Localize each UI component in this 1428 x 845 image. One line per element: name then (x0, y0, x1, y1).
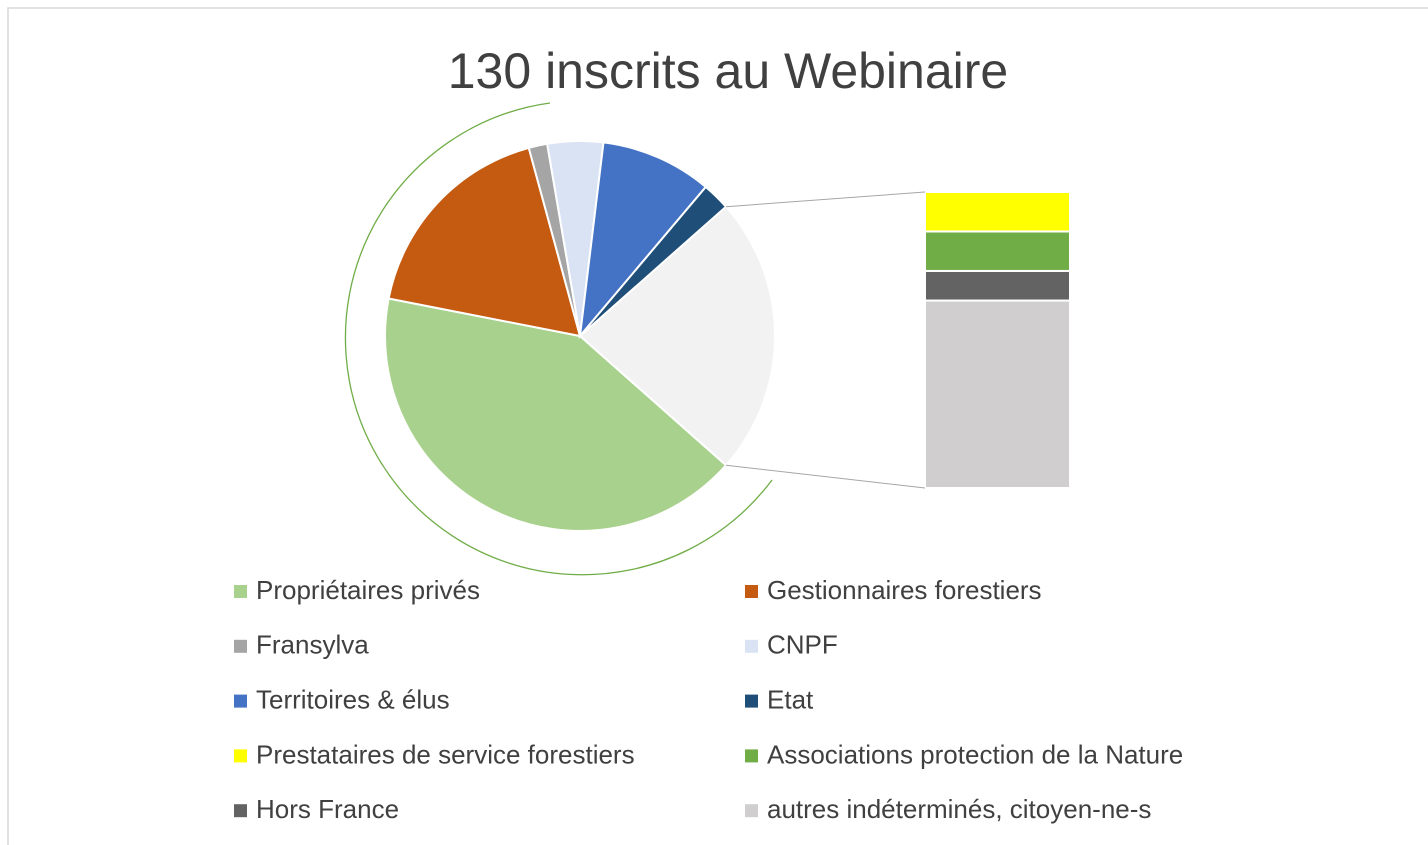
pie-slice (578, 141, 708, 340)
legend-label: Fransylva (256, 630, 369, 660)
legend-swatch (745, 804, 758, 818)
legend-label: Associations protection de la Nature (767, 739, 1183, 769)
pie-slice-other (578, 205, 776, 467)
connector-line (725, 191, 926, 208)
legend-label: autres indéterminés, citoyen-ne-s (767, 794, 1151, 824)
legend-label: CNPF (767, 630, 838, 660)
legend-label: Propriétaires privés (256, 575, 480, 605)
bar-segment (924, 230, 1071, 272)
legend-swatch (745, 585, 758, 598)
legend-swatch (234, 694, 247, 708)
legend-label: Territoires & élus (256, 684, 450, 714)
pie-slice (387, 146, 582, 338)
pie-slice (384, 297, 728, 532)
legend-swatch (234, 804, 247, 818)
bar-segment (924, 191, 1071, 233)
bar-segment (924, 299, 1071, 489)
legend-label: Prestataires de service forestiers (256, 739, 635, 769)
legend-swatch (234, 749, 247, 763)
legend-swatch (745, 639, 758, 653)
legend-label: Hors France (256, 794, 399, 824)
bar-segment (924, 269, 1071, 302)
legend-label: Etat (767, 684, 814, 714)
legend-swatch (745, 749, 758, 763)
pie-slice (579, 185, 728, 337)
selection-arc (344, 102, 773, 576)
legend-swatch (234, 639, 247, 653)
legend-label: Gestionnaires forestiers (767, 575, 1042, 605)
legend-swatch (234, 585, 247, 598)
chart-title: 130 inscrits au Webinaire (448, 43, 1008, 99)
connector-line (725, 464, 926, 489)
legend-swatch (745, 694, 758, 708)
